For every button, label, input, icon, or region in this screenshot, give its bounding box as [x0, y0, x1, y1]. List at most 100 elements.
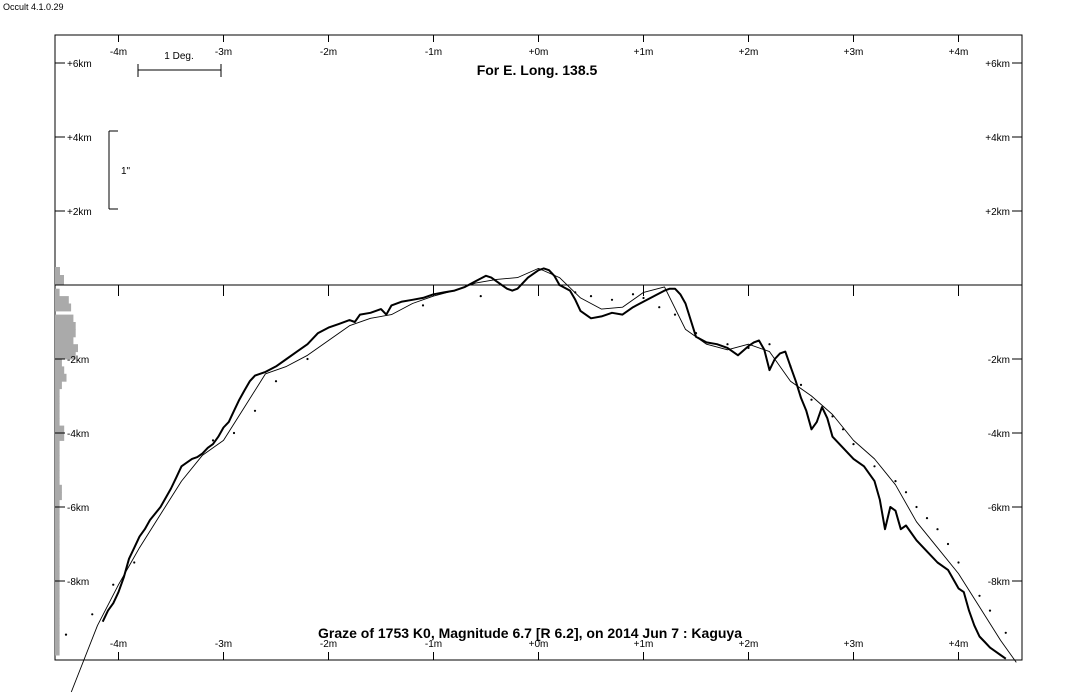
y-tick-label-right: -2km [988, 355, 1010, 366]
histogram-bar [55, 647, 60, 656]
x-tick-label-top: +4m [949, 47, 969, 58]
x-tick-label-top: +0m [529, 47, 549, 58]
data-point [306, 357, 309, 361]
histogram-bar [55, 618, 60, 626]
y-tick-label-right: -4km [988, 429, 1010, 440]
x-tick-label-bottom: +1m [634, 639, 654, 650]
histogram-bar [55, 477, 60, 486]
histogram-bar [55, 588, 60, 597]
data-point [978, 594, 981, 597]
data-point [789, 365, 792, 368]
data-point [904, 491, 908, 494]
limb-profile-line [101, 267, 1007, 660]
x-tick-label-bottom: -1m [425, 639, 442, 650]
y-axis: +6km +6km +4km +4km +2km +2km -2km -2km -4km -4km… [55, 59, 1022, 588]
histogram-bar [55, 296, 69, 304]
histogram-bar [55, 410, 60, 419]
histogram-bar [55, 433, 65, 441]
histogram-bar [55, 329, 76, 338]
histogram-bar [55, 507, 60, 515]
histogram-bar [55, 640, 60, 649]
data-point [479, 295, 482, 298]
x-tick-label-top: +1m [634, 47, 654, 58]
y-tick-label-right: -8km [988, 577, 1010, 588]
histogram-bar [55, 403, 60, 412]
histogram-bar [55, 359, 62, 367]
limb-histogram [55, 267, 78, 656]
histogram-bar [55, 373, 67, 382]
x-tick-label-top: +3m [844, 47, 864, 58]
histogram-bar [55, 625, 60, 634]
histogram-bar [55, 351, 76, 360]
app-version-label: Occult 4.1.0.29 [3, 2, 64, 12]
degree-scale-label: 1 Deg. [164, 51, 193, 62]
y-tick-label-left: -2km [67, 355, 89, 366]
x-tick-label-top: -1m [425, 47, 442, 58]
scale-bars: 1 Deg. 1" [108, 51, 222, 210]
data-point [631, 293, 635, 296]
data-point [274, 380, 278, 383]
histogram-bar [55, 529, 60, 538]
histogram-bar [55, 610, 60, 619]
data-point [658, 306, 661, 309]
y-tick-label-left: +4km [67, 133, 92, 144]
data-point [253, 409, 257, 412]
histogram-bar [55, 366, 65, 375]
y-tick-label-right: +4km [985, 133, 1010, 144]
data-point [810, 398, 813, 401]
histogram-bar [55, 521, 60, 530]
y-tick-label-left: +6km [67, 59, 92, 70]
x-tick-label-bottom: -2m [320, 639, 337, 650]
x-axis-bottom: -4m -3m -2m -1m +0m +1m +2m +3m +4m [110, 639, 968, 660]
y-tick-label-right: +6km [985, 59, 1010, 70]
y-tick-label-left: -8km [67, 577, 89, 588]
y-tick-label-right: +2km [985, 207, 1010, 218]
histogram-bar [55, 492, 62, 501]
x-tick-label-bottom: -4m [110, 639, 127, 650]
data-point [642, 296, 645, 300]
histogram-bar [55, 303, 72, 312]
data-point [831, 415, 834, 418]
x-tick-label-bottom: +2m [739, 639, 759, 650]
plot-frame [54, 34, 1023, 661]
data-point [915, 505, 918, 509]
x-tick-label-bottom: +4m [949, 639, 969, 650]
histogram-bar [55, 381, 62, 390]
histogram-bar [55, 632, 60, 641]
data-point [64, 633, 68, 636]
histogram-bar [55, 573, 60, 582]
histogram-bar [55, 336, 74, 345]
y-tick-label-left: -4km [67, 429, 89, 440]
x-tick-label-top: +2m [739, 47, 759, 58]
smoothed-limb-line [70, 267, 1017, 693]
histogram-bar [55, 536, 60, 545]
data-point [421, 304, 425, 307]
histogram-bar [55, 544, 60, 552]
data-point [768, 343, 771, 346]
histogram-bar [55, 462, 60, 471]
data-point [133, 561, 136, 564]
x-tick-label-top: -4m [110, 47, 127, 58]
data-point [574, 291, 577, 294]
histogram-bar [55, 595, 60, 604]
x-tick-label-bottom: +0m [529, 639, 549, 650]
x-tick-label-bottom: -3m [215, 639, 232, 650]
arcsec-scale-label: 1" [121, 166, 131, 177]
data-point [589, 295, 593, 298]
histogram-bar [55, 267, 60, 275]
profile-series [64, 267, 1017, 693]
histogram-bar [55, 344, 78, 353]
data-point [91, 613, 94, 616]
chart-caption: Graze of 1753 K0, Magnitude 6.7 [R 6.2],… [318, 625, 742, 641]
histogram-bar [55, 418, 60, 427]
histogram-bar [55, 470, 60, 478]
histogram-bar [55, 566, 60, 575]
data-point [894, 480, 897, 483]
histogram-bar [55, 275, 64, 285]
data-point [112, 583, 115, 586]
data-point [957, 561, 960, 564]
x-tick-label-bottom: +3m [844, 639, 864, 650]
data-point [747, 346, 750, 349]
histogram-bar [55, 551, 60, 560]
